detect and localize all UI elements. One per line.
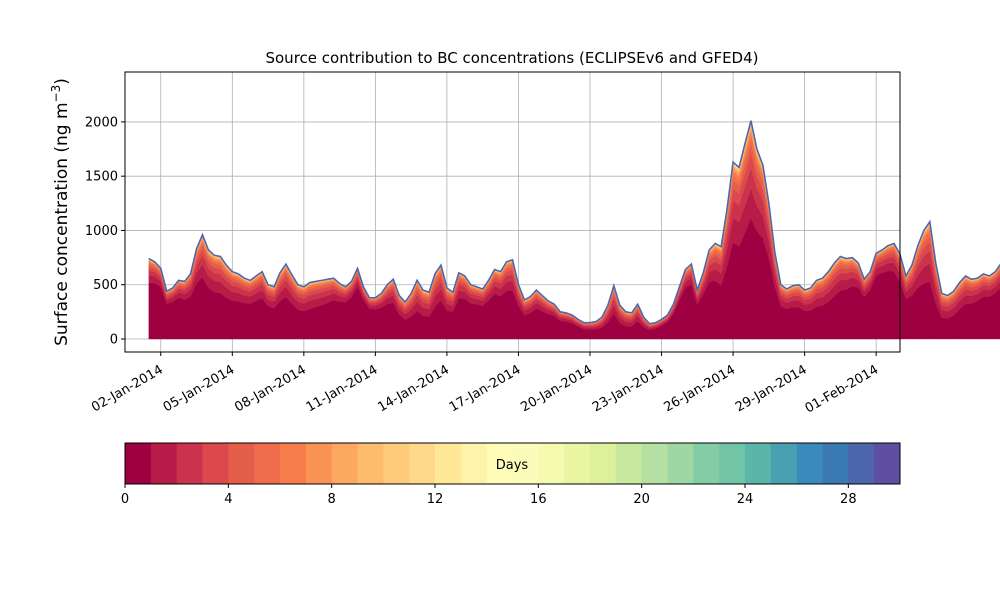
colorbar-swatch — [331, 443, 358, 484]
colorbar-swatch — [770, 443, 798, 484]
colorbar-label: Days — [496, 458, 529, 473]
colorbar-swatch — [305, 443, 333, 484]
y-tick-label: 1000 — [85, 224, 118, 239]
colorbar-swatch — [150, 443, 178, 484]
colorbar-swatch — [538, 443, 565, 484]
y-tick-label: 2000 — [85, 115, 118, 130]
colorbar: Days 0 4 8 12 16 20 24 28 — [121, 442, 901, 507]
y-axis-label: Surface concentration (ng m−3) — [49, 78, 72, 346]
colorbar-swatch — [176, 443, 203, 484]
colorbar-swatch — [822, 443, 849, 484]
colorbar-swatch — [641, 443, 668, 484]
colorbar-swatch — [564, 443, 591, 484]
y-axis-label-close: ) — [52, 78, 72, 85]
total-concentration-line — [148, 120, 1000, 325]
colorbar-tick-label: 4 — [224, 492, 232, 507]
colorbar-swatch — [590, 443, 617, 484]
colorbar-swatch — [460, 443, 488, 484]
colorbar-tick-label: 28 — [840, 492, 857, 507]
colorbar-swatch — [874, 443, 901, 484]
colorbar-tick-label: 16 — [530, 492, 547, 507]
y-tick-label: 1500 — [85, 170, 118, 185]
colorbar-swatch — [693, 443, 720, 484]
colorbar-swatch — [512, 443, 539, 484]
colorbar-swatch — [745, 443, 772, 484]
colorbar-ticks: 0 4 8 12 16 20 24 28 — [121, 484, 857, 507]
colorbar-swatch — [202, 443, 229, 484]
colorbar-swatch — [848, 443, 875, 484]
colorbar-swatch — [280, 443, 307, 484]
y-axis-label-main: Surface concentration (ng m — [52, 102, 72, 345]
colorbar-swatch — [228, 443, 255, 484]
colorbar-swatches — [125, 443, 901, 484]
y-axis-ticks: 0 500 1000 1500 2000 — [85, 115, 125, 347]
colorbar-swatch — [615, 443, 643, 484]
colorbar-tick-label: 8 — [328, 492, 336, 507]
colorbar-tick-label: 0 — [121, 492, 129, 507]
y-axis-label-exponent: −3 — [49, 85, 63, 103]
y-tick-label: 0 — [110, 332, 118, 347]
colorbar-swatch — [486, 443, 513, 484]
chart-title: Source contribution to BC concentrations… — [265, 49, 758, 67]
colorbar-tick-label: 24 — [737, 492, 754, 507]
colorbar-swatch — [409, 443, 436, 484]
colorbar-swatch — [719, 443, 746, 484]
colorbar-swatch — [435, 443, 462, 484]
colorbar-swatch — [796, 443, 823, 484]
colorbar-tick-label: 12 — [427, 492, 444, 507]
stacked-areas — [148, 120, 1000, 340]
colorbar-swatch — [125, 443, 152, 484]
y-tick-label: 500 — [93, 278, 118, 293]
colorbar-tick-label: 20 — [633, 492, 650, 507]
plot-frame — [124, 71, 901, 353]
colorbar-frame — [124, 442, 901, 485]
colorbar-swatch — [357, 443, 384, 484]
colorbar-swatch — [667, 443, 694, 484]
colorbar-swatch — [383, 443, 410, 484]
colorbar-swatch — [254, 443, 281, 484]
